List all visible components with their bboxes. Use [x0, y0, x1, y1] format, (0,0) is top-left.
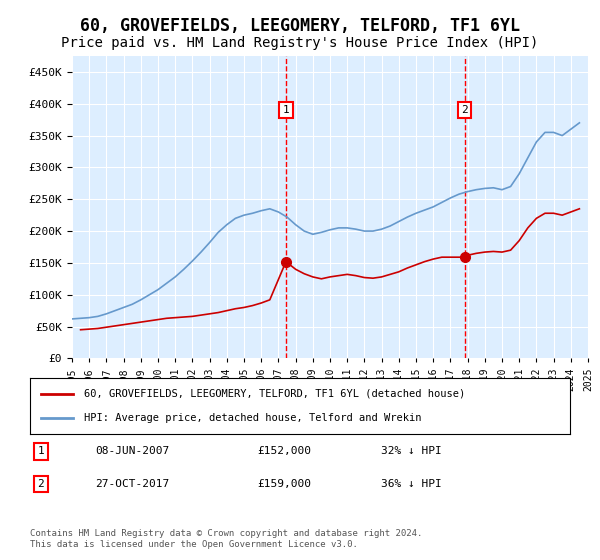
- Text: 60, GROVEFIELDS, LEEGOMERY, TELFORD, TF1 6YL: 60, GROVEFIELDS, LEEGOMERY, TELFORD, TF1…: [80, 17, 520, 35]
- Text: HPI: Average price, detached house, Telford and Wrekin: HPI: Average price, detached house, Telf…: [84, 413, 421, 423]
- Text: 32% ↓ HPI: 32% ↓ HPI: [381, 446, 442, 456]
- Text: £159,000: £159,000: [257, 479, 311, 489]
- Text: 27-OCT-2017: 27-OCT-2017: [95, 479, 169, 489]
- Text: Price paid vs. HM Land Registry's House Price Index (HPI): Price paid vs. HM Land Registry's House …: [61, 36, 539, 50]
- Text: Contains HM Land Registry data © Crown copyright and database right 2024.
This d: Contains HM Land Registry data © Crown c…: [30, 529, 422, 549]
- Text: 1: 1: [283, 105, 289, 115]
- Text: £152,000: £152,000: [257, 446, 311, 456]
- Text: 36% ↓ HPI: 36% ↓ HPI: [381, 479, 442, 489]
- Text: 1: 1: [37, 446, 44, 456]
- Text: 2: 2: [37, 479, 44, 489]
- Text: 08-JUN-2007: 08-JUN-2007: [95, 446, 169, 456]
- Text: 2: 2: [461, 105, 468, 115]
- Text: 60, GROVEFIELDS, LEEGOMERY, TELFORD, TF1 6YL (detached house): 60, GROVEFIELDS, LEEGOMERY, TELFORD, TF1…: [84, 389, 465, 399]
